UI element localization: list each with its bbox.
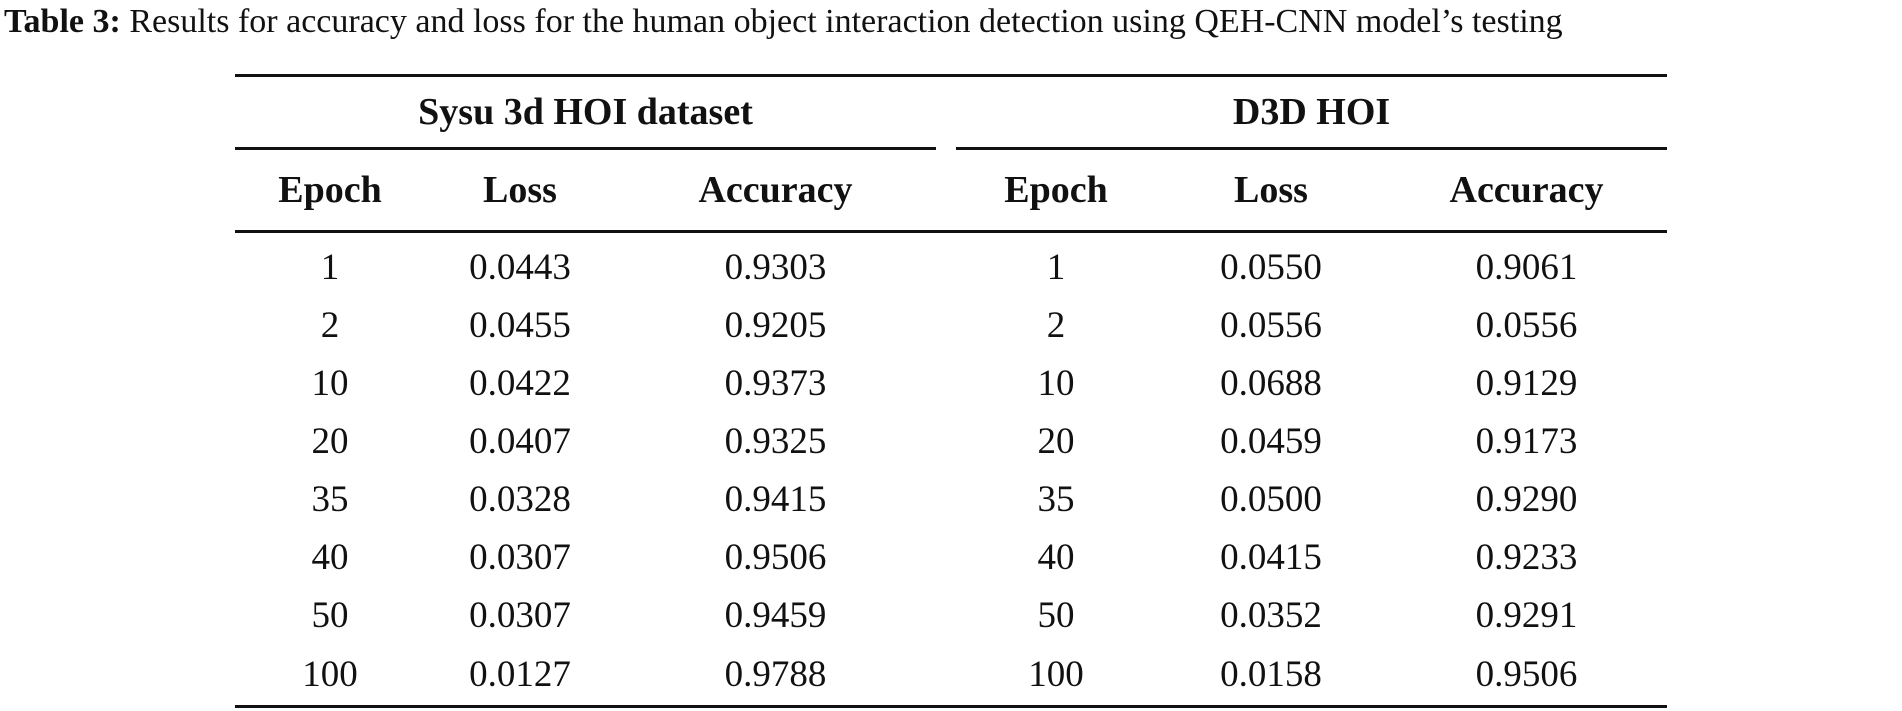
table-body: 1 0.0443 0.9303 1 0.0550 0.9061 2 0.0455 0.9205 2…	[235, 232, 1668, 708]
column-gap	[936, 297, 956, 355]
table-row: 100 0.0127 0.9788 100 0.0158 0.9506	[235, 645, 1668, 708]
table-cell: 100	[235, 645, 425, 708]
table-row: 35 0.0328 0.9415 35 0.0500 0.9290	[235, 471, 1667, 529]
group-gap	[936, 74, 957, 149]
table-cell: 10	[1037, 363, 1075, 404]
group-header-sysu: Sysu 3d HOI dataset	[235, 74, 937, 150]
table-cell: 0.0307	[469, 537, 571, 578]
table-cell: 0.0443	[469, 247, 571, 288]
table-row: 10 0.0422 0.9373 10 0.0688 0.9129	[235, 355, 1667, 413]
column-gap	[936, 529, 956, 587]
table-cell: 0.0407	[469, 421, 571, 462]
table-row: 2 0.0455 0.9205 2 0.0556 0.0556	[235, 297, 1667, 355]
table-cell: 100	[956, 645, 1157, 708]
caption-label: Table 3:	[4, 3, 121, 40]
table-cell: 35	[311, 479, 349, 520]
table-cell: 20	[311, 421, 349, 462]
table-cell: 10	[311, 363, 349, 404]
table-cell: 0.9788	[615, 645, 937, 708]
column-gap	[936, 471, 956, 529]
table-cell: 50	[1037, 595, 1075, 636]
column-gap	[936, 413, 956, 471]
table-cell: 50	[311, 595, 349, 636]
table-cell: 20	[1037, 421, 1075, 462]
table-cell: 0.0550	[1220, 247, 1322, 288]
table-cell: 0.9459	[724, 595, 827, 636]
table-row: 20 0.0407 0.9325 20 0.0459 0.9173	[235, 413, 1667, 471]
column-header: Loss	[1156, 148, 1387, 233]
table-cell: 0.9506	[1386, 645, 1668, 708]
table-cell: 0.9173	[1475, 421, 1578, 462]
column-gap	[936, 587, 956, 645]
table-cell: 0.9303	[724, 247, 827, 288]
table-cell: 0.0328	[469, 479, 571, 520]
table-cell: 1	[1046, 247, 1066, 288]
table-cell: 0.0422	[469, 363, 571, 404]
table-cell: 0.9290	[1475, 479, 1578, 520]
column-gap	[936, 645, 957, 708]
table-cell: 40	[1037, 537, 1075, 578]
column-header: Accuracy	[1386, 148, 1668, 233]
table-caption: Table 3: Results for accuracy and loss f…	[4, 2, 1902, 42]
caption-text: Results for accuracy and loss for the hu…	[129, 3, 1563, 40]
column-gap	[936, 232, 956, 298]
column-header: Accuracy	[615, 148, 937, 233]
table-cell: 0.0459	[1220, 421, 1322, 462]
table-cell: 35	[1037, 479, 1075, 520]
table-cell: 0.0556	[1475, 305, 1578, 346]
table-cell: 0.9506	[724, 537, 827, 578]
table-cell: 0.0556	[1220, 305, 1322, 346]
column-header: Epoch	[956, 148, 1157, 233]
table-cell: 0.9205	[724, 305, 827, 346]
table-cell: 0.9061	[1475, 247, 1578, 288]
table-cell: 0.0415	[1220, 537, 1322, 578]
table-row: 1 0.0443 0.9303 1 0.0550 0.9061	[235, 232, 1667, 298]
table-cell: 0.9291	[1475, 595, 1578, 636]
column-gap	[936, 355, 956, 413]
table-cell: 2	[1046, 305, 1066, 346]
column-header: Loss	[425, 148, 615, 233]
table-cell: 0.9373	[724, 363, 827, 404]
results-table: Sysu 3d HOI dataset D3D HOI Epoch Loss A…	[235, 74, 1668, 708]
table-cell: 0.0455	[469, 305, 571, 346]
table-row: 40 0.0307 0.9506 40 0.0415 0.9233	[235, 529, 1667, 587]
table-cell: 0.0500	[1220, 479, 1322, 520]
column-header: Epoch	[235, 148, 425, 233]
table-cell: 0.9129	[1475, 363, 1578, 404]
table-cell: 0.9415	[724, 479, 827, 520]
table-cell: 0.0158	[1156, 645, 1387, 708]
table-cell: 0.0352	[1220, 595, 1322, 636]
table-cell: 0.9233	[1475, 537, 1578, 578]
table-cell: 40	[311, 537, 349, 578]
column-gap	[936, 148, 957, 233]
table-cell: 2	[320, 305, 340, 346]
table-row: 50 0.0307 0.9459 50 0.0352 0.9291	[235, 587, 1667, 645]
table-cell: 1	[320, 247, 340, 288]
table-cell: 0.9325	[724, 421, 827, 462]
table-cell: 0.0688	[1220, 363, 1322, 404]
group-header-d3d: D3D HOI	[956, 74, 1668, 150]
table-cell: 0.0307	[469, 595, 571, 636]
table-cell: 0.0127	[425, 645, 615, 708]
